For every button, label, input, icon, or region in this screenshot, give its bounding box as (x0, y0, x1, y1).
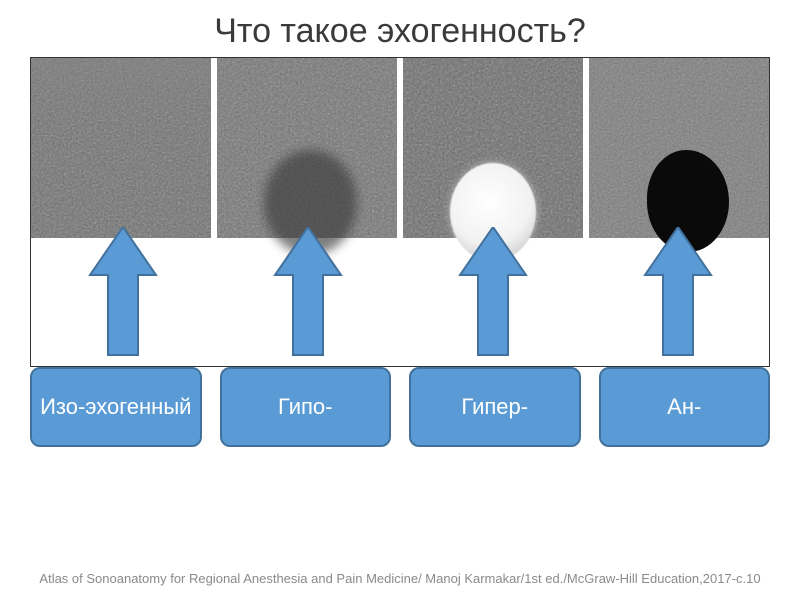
label-hyper: Гипер- (409, 367, 581, 447)
page-title: Что такое эхогенность? (0, 0, 800, 57)
panel-an (589, 58, 769, 366)
panel-iso (31, 58, 211, 366)
panel-hypo (217, 58, 397, 366)
an-structure (647, 150, 730, 252)
citation-text: Atlas of Sonoanatomy for Regional Anesth… (0, 571, 800, 586)
label-hypo: Гипо- (220, 367, 392, 447)
hypo-structure (264, 150, 358, 255)
label-iso: Изо-эхогенный (30, 367, 202, 447)
hyper-structure (450, 163, 536, 262)
noise-bg (31, 58, 211, 238)
label-an: Ан- (599, 367, 771, 447)
label-row: Изо-эхогенный Гипо- Гипер- Ан- (30, 367, 770, 447)
ultrasound-panel (30, 57, 770, 367)
panel-hyper (403, 58, 583, 366)
